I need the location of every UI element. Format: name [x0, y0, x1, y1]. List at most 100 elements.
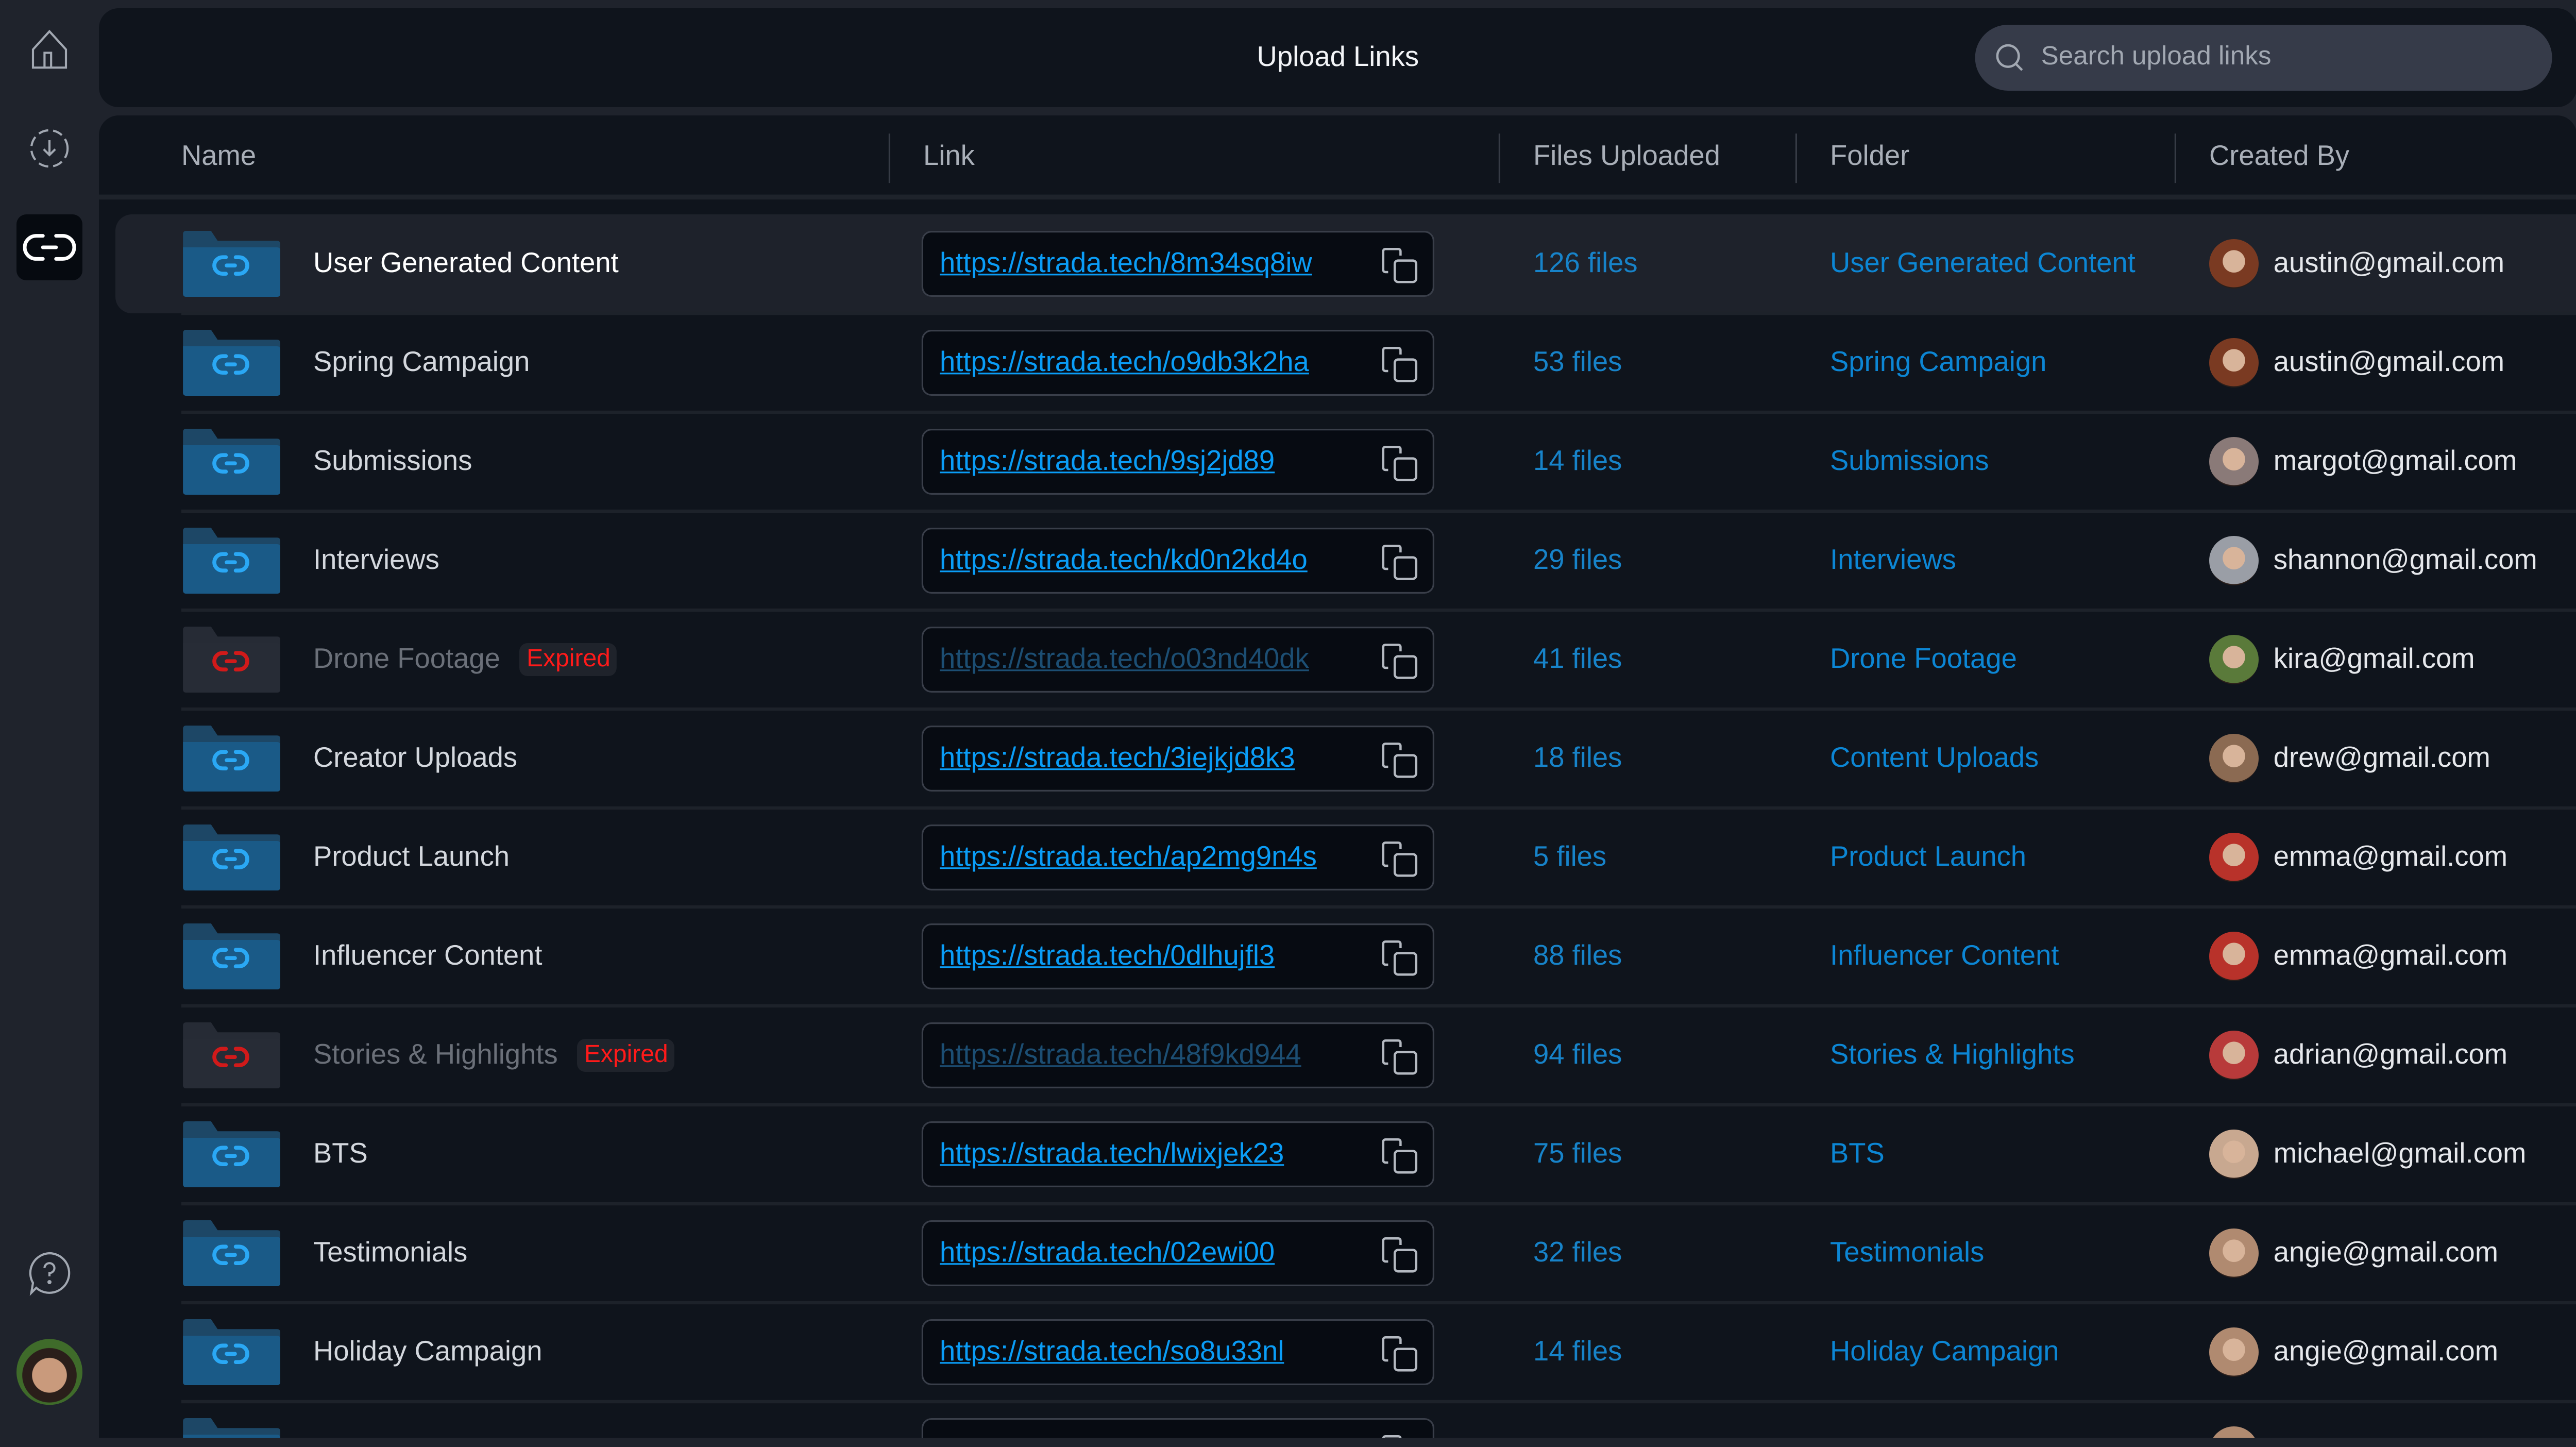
files-uploaded-count[interactable]: 53 files	[1533, 346, 1622, 378]
user-avatar[interactable]	[16, 1339, 82, 1405]
table-row[interactable]: Creator Uploads https://strada.tech/3iej…	[115, 709, 2576, 810]
link-name[interactable]: Stories & Highlights Expired	[313, 1006, 675, 1105]
table-row[interactable]	[115, 1402, 2576, 1438]
link-field: https://strada.tech/3iejkjd8k3	[921, 726, 1434, 792]
files-uploaded-count[interactable]: 5 files	[1533, 841, 1607, 872]
files-uploaded-count[interactable]: 75 files	[1533, 1138, 1622, 1169]
sidebar-item-upload-links[interactable]	[16, 214, 82, 280]
folder-link[interactable]: Interviews	[1830, 544, 1956, 576]
table-row[interactable]: Submissions https://strada.tech/9sj2jd89…	[115, 412, 2576, 513]
link-name[interactable]: Submissions	[313, 412, 472, 511]
folder-link[interactable]: Stories & Highlights	[1830, 1039, 2075, 1070]
link-name[interactable]: Influencer Content	[313, 907, 543, 1006]
files-uploaded-count[interactable]: 88 files	[1533, 940, 1622, 971]
upload-link[interactable]: https://strada.tech/02ewi00	[940, 1237, 1275, 1268]
folder-link[interactable]: BTS	[1830, 1138, 1885, 1169]
copy-link-button[interactable]	[1380, 1334, 1419, 1374]
files-uploaded-count[interactable]: 126 files	[1533, 247, 1638, 279]
files-uploaded-count[interactable]: 14 files	[1533, 445, 1622, 477]
copy-link-button[interactable]	[1380, 839, 1419, 879]
files-uploaded-count[interactable]: 41 files	[1533, 643, 1622, 675]
upload-link[interactable]: https://strada.tech/0dlhujfl3	[940, 940, 1275, 971]
row-divider	[181, 509, 2576, 513]
folder-link[interactable]: User Generated Content	[1830, 247, 2136, 279]
upload-link[interactable]: https://strada.tech/8m34sq8iw	[940, 247, 1312, 279]
folder-link[interactable]: Drone Footage	[1830, 643, 2017, 675]
copy-link-button[interactable]	[1380, 543, 1419, 582]
column-header-name[interactable]: Name	[181, 140, 257, 172]
expired-badge: Expired	[520, 643, 617, 676]
link-name[interactable]: Drone Footage Expired	[313, 610, 617, 709]
upload-link[interactable]: https://strada.tech/lwixjek23	[940, 1138, 1284, 1169]
copy-link-button[interactable]	[1380, 1433, 1419, 1438]
column-header-link[interactable]: Link	[923, 140, 975, 172]
link-name[interactable]: BTS	[313, 1105, 368, 1204]
folder-link[interactable]: Holiday Campaign	[1830, 1336, 2059, 1367]
files-uploaded-count[interactable]: 29 files	[1533, 544, 1622, 576]
creator-email: shannon@gmail.com	[2273, 544, 2537, 576]
column-divider[interactable]	[2174, 133, 2176, 183]
copy-link-button[interactable]	[1380, 938, 1419, 978]
upload-link[interactable]: https://strada.tech/48f9kd944	[940, 1039, 1301, 1070]
table-row[interactable]: User Generated Content https://strada.te…	[115, 214, 2576, 315]
creator-avatar	[2209, 1130, 2259, 1179]
folder-link[interactable]: Spring Campaign	[1830, 346, 2047, 378]
upload-link[interactable]: https://strada.tech/ap2mg9n4s	[940, 841, 1317, 872]
table-row[interactable]: BTS https://strada.tech/lwixjek23 75 fil…	[115, 1105, 2576, 1206]
row-divider	[181, 1301, 2576, 1305]
table-row[interactable]: Product Launch https://strada.tech/ap2mg…	[115, 808, 2576, 909]
folder-link[interactable]: Influencer Content	[1830, 940, 2059, 971]
column-divider[interactable]	[888, 133, 890, 183]
copy-link-button[interactable]	[1380, 345, 1419, 384]
upload-link[interactable]: https://strada.tech/3iejkjd8k3	[940, 742, 1295, 773]
copy-link-button[interactable]	[1380, 444, 1419, 483]
upload-link[interactable]: https://strada.tech/kd0n2kd4o	[940, 544, 1308, 576]
folder-link[interactable]: Submissions	[1830, 445, 1989, 477]
table-row[interactable]: Stories & Highlights Expired https://stra…	[115, 1006, 2576, 1107]
copy-link-button[interactable]	[1380, 741, 1419, 780]
sidebar-item-downloads[interactable]	[16, 115, 82, 181]
folder-link[interactable]: Content Uploads	[1830, 742, 2039, 773]
help-chat-icon	[29, 1252, 71, 1296]
link-name[interactable]: User Generated Content	[313, 214, 619, 313]
files-uploaded-count[interactable]: 14 files	[1533, 1336, 1622, 1367]
files-uploaded-count[interactable]: 18 files	[1533, 742, 1622, 773]
files-uploaded-count[interactable]: 94 files	[1533, 1039, 1622, 1070]
table-row[interactable]: Drone Footage Expired https://strada.tech…	[115, 610, 2576, 711]
search-input[interactable]	[2038, 41, 2522, 74]
link-name[interactable]: Product Launch	[313, 808, 510, 907]
link-name[interactable]: Interviews	[313, 511, 439, 610]
link-name[interactable]: Creator Uploads	[313, 709, 517, 808]
link-name[interactable]: Holiday Campaign	[313, 1303, 543, 1402]
copy-link-button[interactable]	[1380, 642, 1419, 681]
files-uploaded-count[interactable]: 32 files	[1533, 1237, 1622, 1268]
folder-link[interactable]: Product Launch	[1830, 841, 2027, 872]
column-header-folder[interactable]: Folder	[1830, 140, 1910, 172]
help-button[interactable]	[16, 1240, 82, 1306]
creator-email: austin@gmail.com	[2273, 247, 2505, 279]
copy-link-button[interactable]	[1380, 1235, 1419, 1275]
link-name[interactable]: Spring Campaign	[313, 313, 530, 412]
copy-link-button[interactable]	[1380, 1136, 1419, 1176]
upload-link[interactable]: https://strada.tech/o03nd40dk	[940, 643, 1309, 675]
upload-link[interactable]: https://strada.tech/9sj2jd89	[940, 445, 1275, 477]
link-name[interactable]: Testimonials	[313, 1204, 467, 1303]
search-box[interactable]	[1975, 25, 2552, 91]
copy-link-button[interactable]	[1380, 246, 1419, 285]
creator-email: angie@gmail.com	[2273, 1336, 2499, 1367]
table-row[interactable]: Spring Campaign https://strada.tech/o9db…	[115, 313, 2576, 414]
link-folder-icon	[181, 1418, 281, 1438]
table-row[interactable]: Holiday Campaign https://strada.tech/so8…	[115, 1303, 2576, 1404]
column-divider[interactable]	[1498, 133, 1500, 183]
table-row[interactable]: Interviews https://strada.tech/kd0n2kd4o…	[115, 511, 2576, 612]
folder-link[interactable]: Testimonials	[1830, 1237, 1985, 1268]
sidebar-item-home[interactable]	[16, 16, 82, 82]
column-header-files-uploaded[interactable]: Files Uploaded	[1533, 140, 1720, 172]
upload-link[interactable]: https://strada.tech/o9db3k2ha	[940, 346, 1309, 378]
upload-link[interactable]: https://strada.tech/so8u33nl	[940, 1336, 1284, 1367]
column-header-created-by[interactable]: Created By	[2209, 140, 2350, 172]
table-row[interactable]: Testimonials https://strada.tech/02ewi00…	[115, 1204, 2576, 1305]
table-row[interactable]: Influencer Content https://strada.tech/0…	[115, 907, 2576, 1008]
column-divider[interactable]	[1795, 133, 1797, 183]
copy-link-button[interactable]	[1380, 1037, 1419, 1077]
